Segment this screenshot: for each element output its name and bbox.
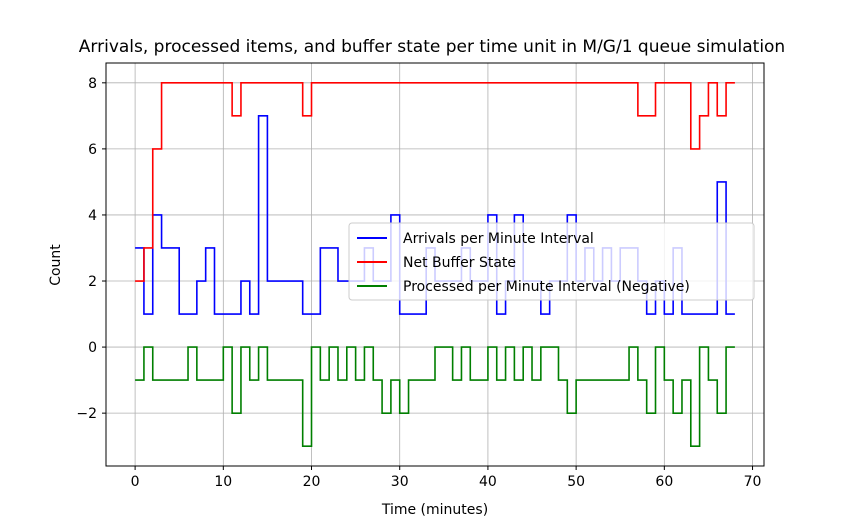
x-tick-label: 40 (479, 474, 497, 490)
y-axis-label: Count (48, 244, 64, 286)
x-tick-label: 20 (303, 474, 321, 490)
chart-title: Arrivals, processed items, and buffer st… (79, 37, 785, 57)
y-tick-label: 8 (88, 76, 97, 92)
legend-box (348, 222, 755, 301)
series-line-2 (135, 346, 735, 447)
series-line-1 (135, 82, 735, 282)
x-tick-label: 10 (214, 474, 232, 490)
y-tick-label: 6 (88, 142, 97, 158)
y-tick-label: 4 (88, 208, 97, 224)
legend-label: Arrivals per Minute Interval (403, 231, 594, 247)
legend-label: Processed per Minute Interval (Negative) (403, 279, 690, 295)
x-axis-label: Time (minutes) (381, 502, 488, 518)
y-tick-label: 0 (88, 340, 97, 356)
x-tick-label: 0 (131, 474, 140, 490)
x-tick-label: 50 (567, 474, 585, 490)
x-tick-label: 30 (391, 474, 409, 490)
y-tick-label: 2 (88, 274, 97, 290)
ticks: 0 10 20 30 40 50 60 70 −2 0 2 4 6 8 (76, 76, 761, 490)
legend: Arrivals per Minute Interval Net Buffer S… (348, 222, 755, 301)
legend-label: Net Buffer State (403, 255, 516, 271)
plot-frame (105, 62, 765, 467)
x-tick-label: 70 (744, 474, 762, 490)
x-tick-label: 60 (655, 474, 673, 490)
y-tick-label: −2 (76, 406, 97, 422)
